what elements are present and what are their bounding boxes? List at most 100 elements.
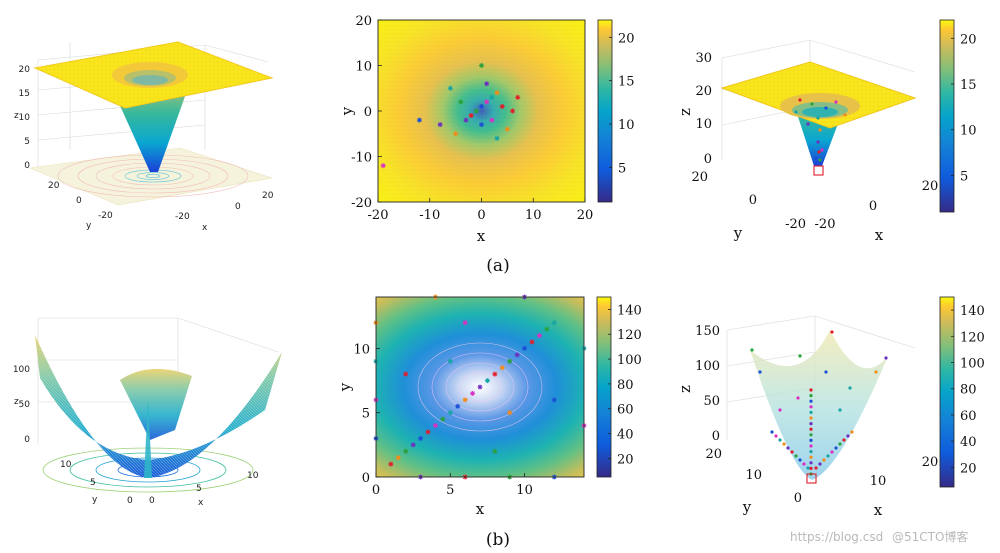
b-mid-particle [492,371,498,377]
panel-a-right: 30 20 10 0 z 20 0 -20 y -20 0 20 x 20 15 1… [676,19,977,244]
b-mid-particle [440,416,446,422]
a-right-z-tick: 20 [695,84,712,99]
a-right-particle [818,158,822,162]
a-left-z-tick: 15 [19,89,30,99]
a-right-particle [816,116,820,120]
b-right-particle [790,450,794,454]
b-right-y-tick: 0 [794,491,802,506]
b-left-x-label: x [198,498,204,508]
axes-frame-b [375,296,585,478]
b-left-x-tick: 5 [196,484,202,494]
b-mid-colorbar-tick: 40 [617,428,634,443]
b-mid-particle [425,429,431,435]
a-mid-particle [510,108,516,114]
a-right-particle [806,122,810,126]
b-mid-x-tick: 0 [372,483,380,498]
a-left-y-tick: -20 [98,211,113,221]
optimum-marker [813,165,824,176]
b-right-z-tick: 50 [703,394,720,409]
b-right-particle [809,405,813,409]
points-a [380,63,521,169]
b-mid-x-tick: 10 [516,483,533,498]
a-mid-x-tick: -10 [419,208,440,223]
b-right-particle [778,438,782,442]
a-right-y-tick: -20 [785,217,806,232]
b-right-particle [834,446,838,450]
a-right-colorbar-tick: 15 [960,78,977,93]
b-right-particle [750,348,754,352]
a-right-particle [818,128,822,132]
b-right-particle [818,462,822,466]
b-right-particle [842,438,846,442]
b-right-particle [770,430,774,434]
a-mid-particle [484,81,490,87]
bowl-surface [750,330,888,480]
b-mid-colorbar-tick: 140 [617,303,642,318]
b-left-y-label: y [92,495,98,505]
a-right-particle [798,98,802,102]
b-right-particle [826,454,830,458]
b-right-particle [809,416,813,420]
a-left-y-tick: 20 [48,181,60,191]
a-mid-particle [447,85,453,91]
b-right-particle [850,430,854,434]
b-mid-particle [507,410,513,416]
a-mid-colorbar-tick: 15 [618,75,635,90]
b-right-colorbar-tick: 100 [960,357,985,372]
b-mid-particle [492,448,498,454]
a-mid-y-tick: 0 [364,105,372,120]
b-mid-particle [410,442,416,448]
b-right-particle [809,444,813,448]
caption-b: (b) [486,530,510,550]
b-mid-particle [507,358,513,364]
b-mid-particle [477,384,483,390]
b-mid-colorbar-tick: 80 [617,378,634,393]
a-mid-x-tick: -20 [368,208,389,223]
a-right-particle [824,106,828,110]
panel-a-left: 20 15 10 5 0 z 20 0 -20 y -20 0 20 x [14,41,274,233]
b-right-particle [786,446,790,450]
a-right-particle [820,148,824,152]
colorbar-b-mid [596,296,612,478]
b-left-y-tick: 0 [127,496,133,506]
b-left-z-tick: 0 [24,435,30,445]
b-mid-x-tick: 5 [446,483,454,498]
a-left-z-tick: 0 [24,161,30,171]
b-right-particle [798,354,802,358]
b-right-y-tick: 20 [705,447,722,462]
a-left-z-label: z [14,111,19,121]
a-mid-particle [380,163,386,169]
b-right-particle [758,370,762,374]
a-right-z-tick: 10 [695,117,712,132]
b-right-particle [874,370,878,374]
a-mid-particle [458,99,464,105]
b-mid-particle [395,455,401,461]
b-mid-particle [514,352,520,358]
b-right-particle [809,427,813,431]
a-left-x-tick: 20 [262,191,274,201]
b-right-particle [809,394,813,398]
b-right-y-tick: 10 [745,468,762,483]
b-right-colorbar-tick: 40 [960,435,977,450]
a-mid-particle [463,117,469,123]
a-left-z-tick: 5 [24,137,30,147]
a-right-x-tick: -20 [815,217,836,232]
colorbar-a-right [939,19,955,213]
a-mid-particle [504,126,510,132]
panel-b-right: 150 100 50 0 z 20 10 0 y 10 20 x 140 120 1… [676,296,985,519]
b-right-particle [830,450,834,454]
b-right-particle [824,370,828,374]
a-left-z-tick: 10 [19,113,31,123]
a-mid-particle [479,122,484,128]
a-mid-y-tick: -20 [351,196,372,211]
b-right-particle [798,458,802,462]
b-mid-particle [499,365,505,371]
b-left-x-tick: 0 [149,496,155,506]
b-right-particle [838,442,842,446]
b-right-particle [782,442,786,446]
a-mid-particle [416,117,422,123]
b-right-particle [814,466,818,470]
b-right-z-label: z [676,385,694,393]
b-right-colorbar-tick: 140 [960,304,985,319]
